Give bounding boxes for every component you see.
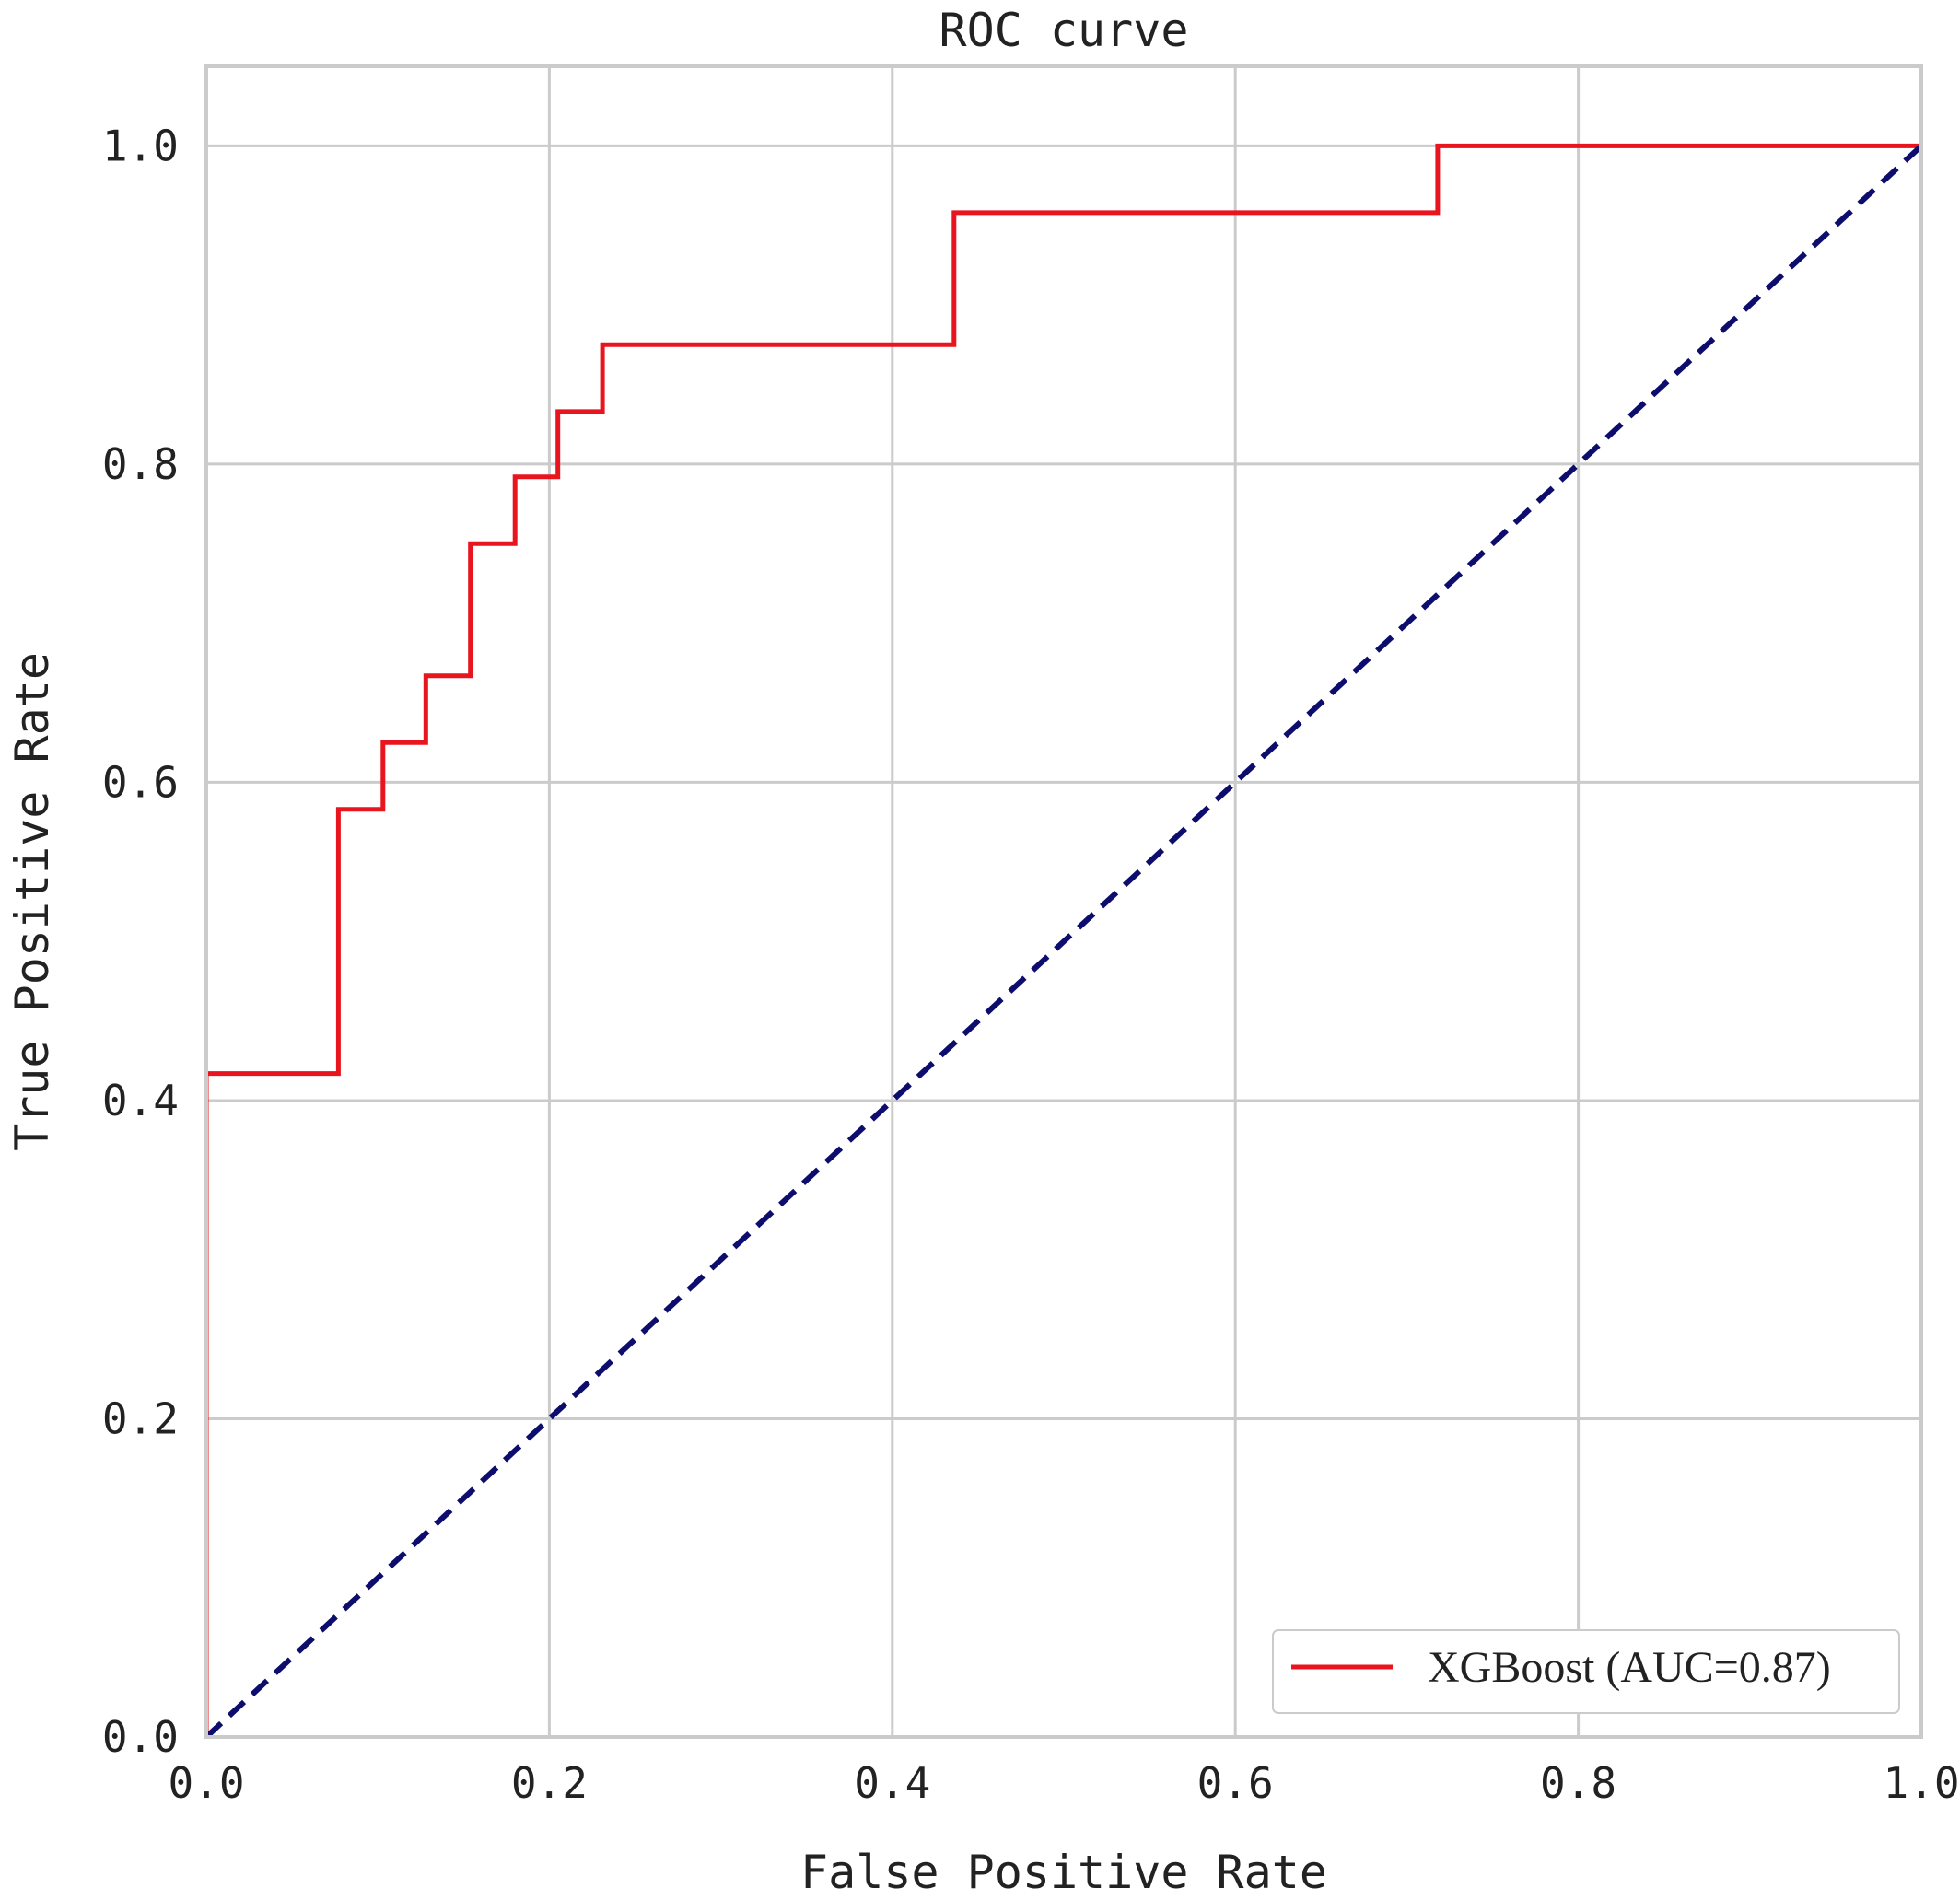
x-tick-label: 0.6 (1197, 1758, 1274, 1808)
chart-title: ROC curve (939, 4, 1189, 57)
legend: XGBoost (AUC=0.87) (1272, 1629, 1900, 1714)
y-tick-label: 0.2 (102, 1393, 179, 1443)
series-layer (204, 143, 1924, 1740)
x-tick-label: 0.2 (511, 1758, 588, 1808)
legend-box (1272, 1629, 1900, 1714)
y-tick-label: 1.0 (102, 121, 179, 170)
y-tick-label: 0.4 (102, 1076, 179, 1125)
tick-labels: 0.0 0.2 0.4 0.6 0.8 1.0 0.0 0.2 0.4 0.6 0.8 1.0 (102, 121, 1960, 1808)
legend-entry-xgboost: XGBoost (AUC=0.87) (1428, 1643, 1831, 1692)
chance-diagonal-line (204, 144, 1924, 1740)
y-tick-label: 0.8 (102, 439, 179, 489)
y-axis-label: True Positive Rate (6, 652, 59, 1151)
y-tick-label: 0.6 (102, 757, 179, 807)
y-tick-label: 0.0 (102, 1712, 179, 1762)
x-axis-label: False Positive Rate (800, 1846, 1327, 1895)
x-tick-label: 1.0 (1883, 1758, 1959, 1808)
x-tick-label: 0.4 (854, 1758, 930, 1808)
roc-curve-line (204, 143, 1921, 1737)
plot-frame (204, 64, 1923, 1739)
grid-lines (204, 66, 1923, 1739)
x-tick-label: 0.8 (1540, 1758, 1616, 1808)
x-tick-label: 0.0 (168, 1758, 244, 1808)
